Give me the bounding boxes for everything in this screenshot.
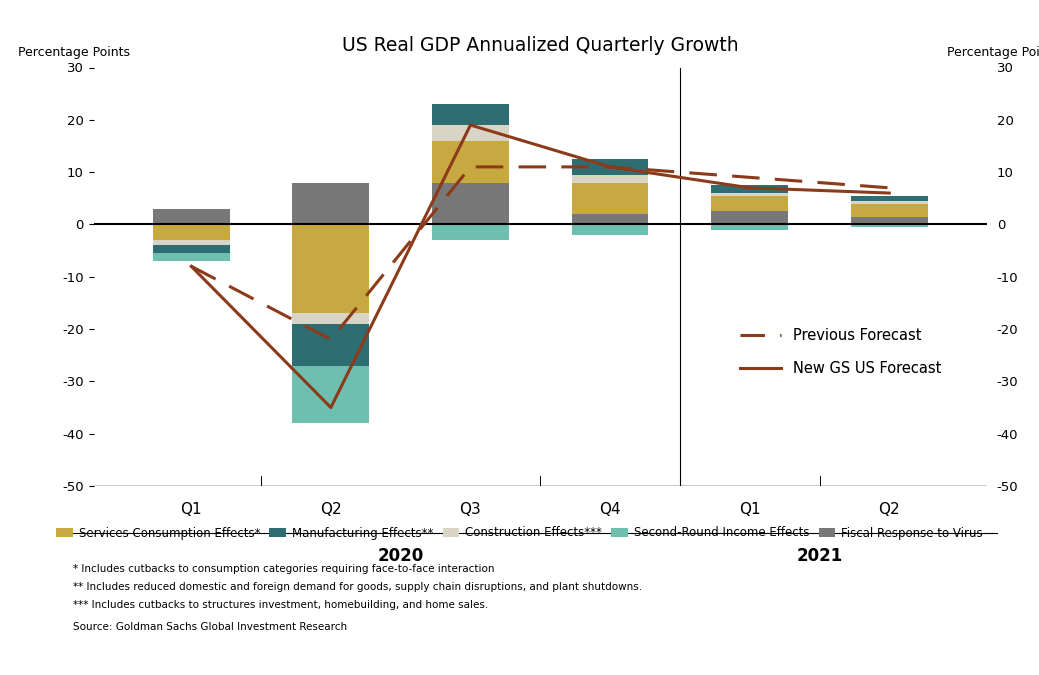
- Bar: [432, 141, 509, 182]
- Bar: [153, 240, 230, 246]
- Bar: [712, 185, 789, 193]
- Bar: [432, 104, 509, 125]
- Text: 2021: 2021: [796, 547, 843, 566]
- Bar: [153, 246, 230, 253]
- Bar: [292, 324, 369, 366]
- Text: Percentage Points: Percentage Points: [18, 46, 130, 59]
- Bar: [712, 224, 789, 230]
- Text: ** Includes reduced domestic and foreign demand for goods, supply chain disrupti: ** Includes reduced domestic and foreign…: [73, 582, 642, 592]
- Bar: [851, 201, 928, 204]
- Bar: [571, 159, 648, 175]
- Bar: [851, 204, 928, 217]
- Text: * Includes cutbacks to consumption categories requiring face-to-face interaction: * Includes cutbacks to consumption categ…: [73, 564, 495, 574]
- Bar: [292, 313, 369, 324]
- Text: Source: Goldman Sachs Global Investment Research: Source: Goldman Sachs Global Investment …: [73, 622, 347, 632]
- Bar: [432, 224, 509, 240]
- Text: 2020: 2020: [377, 547, 424, 566]
- Bar: [571, 175, 648, 182]
- Bar: [571, 224, 648, 235]
- Bar: [292, 182, 369, 224]
- Bar: [851, 224, 928, 227]
- Bar: [153, 209, 230, 224]
- Bar: [712, 211, 789, 224]
- Bar: [851, 196, 928, 201]
- Bar: [153, 253, 230, 261]
- Bar: [153, 224, 230, 240]
- Text: *** Includes cutbacks to structures investment, homebuilding, and home sales.: *** Includes cutbacks to structures inve…: [73, 600, 488, 610]
- Bar: [432, 182, 509, 224]
- Legend: Previous Forecast, New GS US Forecast: Previous Forecast, New GS US Forecast: [728, 317, 953, 387]
- Legend: Services Consumption Effects*, Manufacturing Effects**, Construction Effects***,: Services Consumption Effects*, Manufactu…: [51, 522, 988, 544]
- Bar: [292, 224, 369, 313]
- Bar: [571, 214, 648, 224]
- Text: Percentage Points: Percentage Points: [947, 46, 1039, 59]
- Bar: [571, 183, 648, 214]
- Bar: [712, 193, 789, 196]
- Bar: [432, 125, 509, 141]
- Title: US Real GDP Annualized Quarterly Growth: US Real GDP Annualized Quarterly Growth: [342, 36, 739, 55]
- Bar: [292, 366, 369, 423]
- Bar: [712, 196, 789, 211]
- Bar: [851, 217, 928, 224]
